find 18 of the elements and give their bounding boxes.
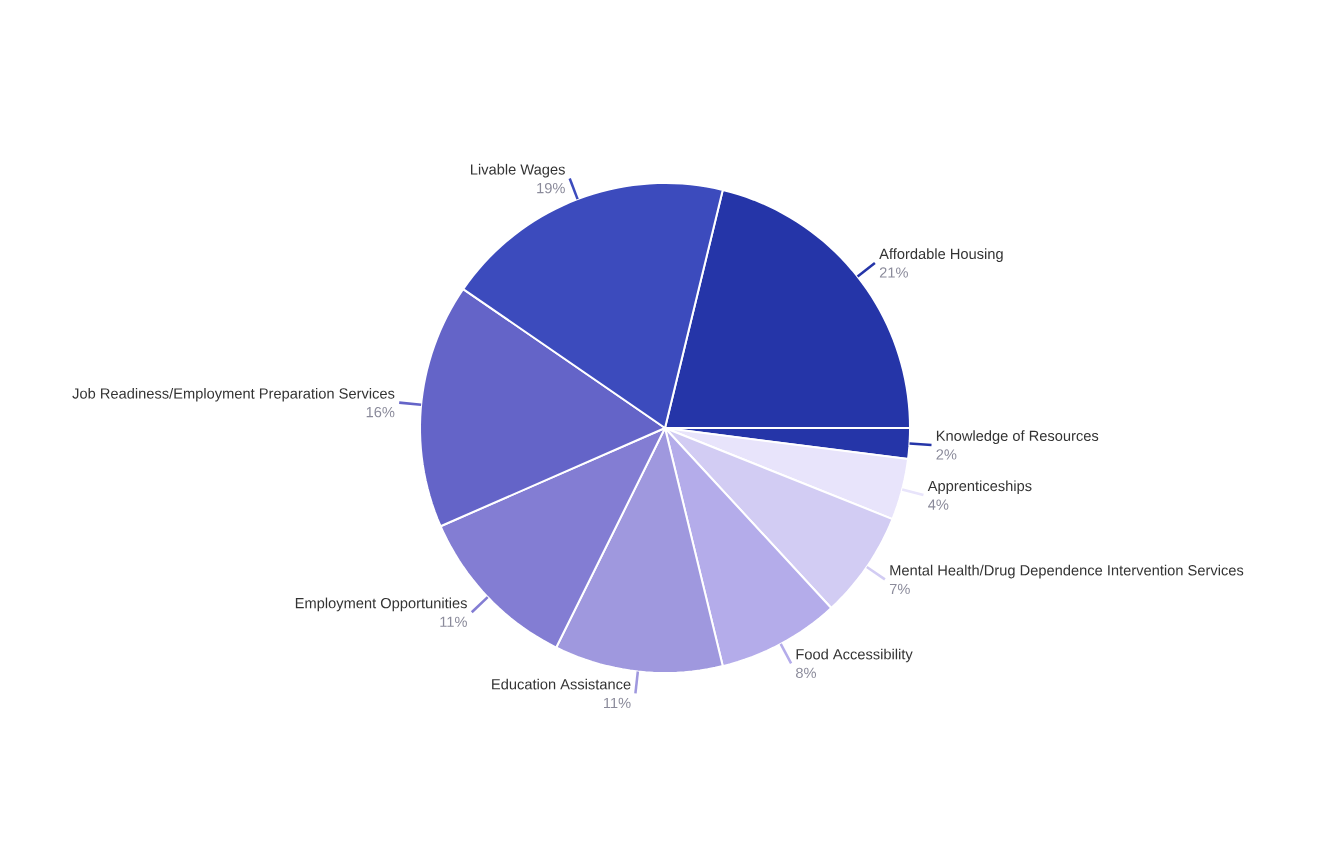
slice-label: Food Accessibility — [796, 648, 913, 663]
slice-label: Education Assistance — [492, 678, 631, 690]
data-label: 11% — [603, 697, 631, 709]
slice-label: Affordable Housing — [879, 248, 1003, 262]
data-label: 11% — [440, 616, 467, 627]
slice-label: Knowledge of Resources — [936, 430, 1099, 444]
slice-label: Employment Opportunities — [295, 597, 467, 612]
data-label: 21% — [879, 267, 908, 278]
slice-label: Job Readiness/Employment Preparation Services — [72, 387, 395, 402]
data-label: 4% — [928, 499, 949, 510]
slice-label: Mental Health/Drug Dependence Intervention Services — [890, 564, 1244, 579]
data-label: 7% — [889, 583, 910, 595]
data-label: 8% — [796, 667, 817, 679]
data-label: 2% — [936, 449, 957, 460]
slice-label: Apprenticeships — [927, 480, 1032, 495]
data-label: 19% — [537, 182, 565, 194]
data-label: 16% — [366, 406, 395, 418]
slice-label: Livable Wages — [471, 163, 565, 178]
